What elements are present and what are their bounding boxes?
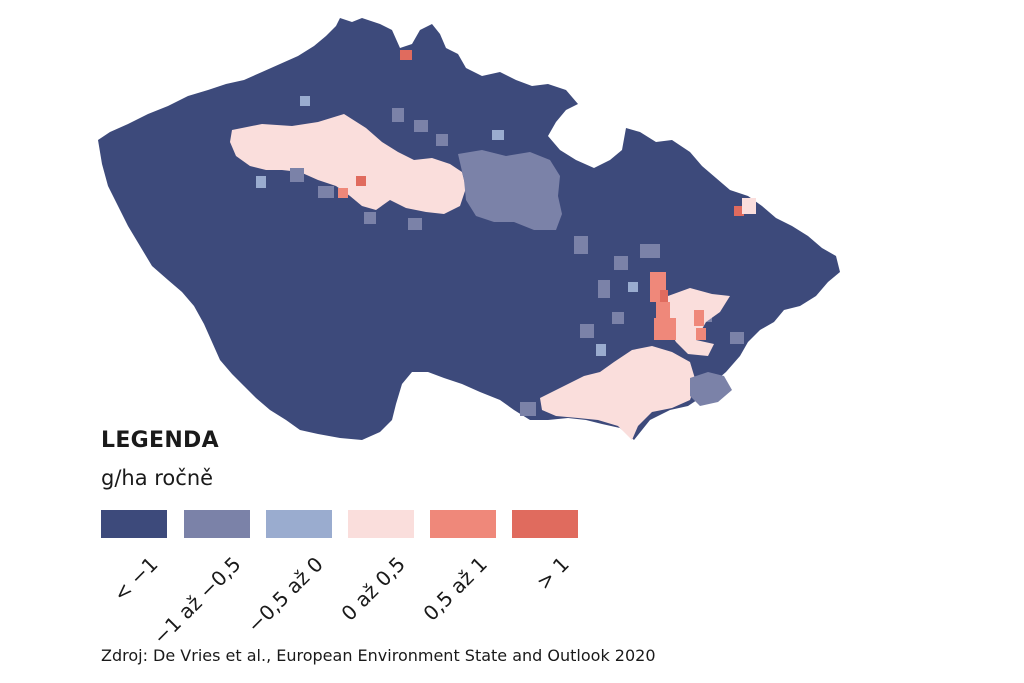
slate-patches bbox=[290, 108, 744, 416]
region-north-slate bbox=[458, 150, 562, 230]
region-ne-speck bbox=[742, 198, 756, 214]
legend-unit: g/ha ročně bbox=[101, 466, 214, 490]
legend-swatch-2 bbox=[184, 510, 250, 538]
region-south-moravia bbox=[540, 346, 696, 440]
source-caption: Zdroj: De Vries et al., European Environ… bbox=[101, 646, 656, 665]
legend-swatch-5 bbox=[430, 510, 496, 538]
red-patches bbox=[356, 50, 744, 302]
legend-swatch-6 bbox=[512, 510, 578, 538]
region-se-slate bbox=[690, 372, 732, 406]
country-outline bbox=[98, 18, 840, 440]
legend-swatch-4 bbox=[348, 510, 414, 538]
region-north-band bbox=[230, 114, 466, 214]
legend-swatch-1 bbox=[101, 510, 167, 538]
legend-swatch-3 bbox=[266, 510, 332, 538]
lightblue-patches bbox=[256, 96, 638, 356]
legend-title: LEGENDA bbox=[101, 428, 219, 453]
